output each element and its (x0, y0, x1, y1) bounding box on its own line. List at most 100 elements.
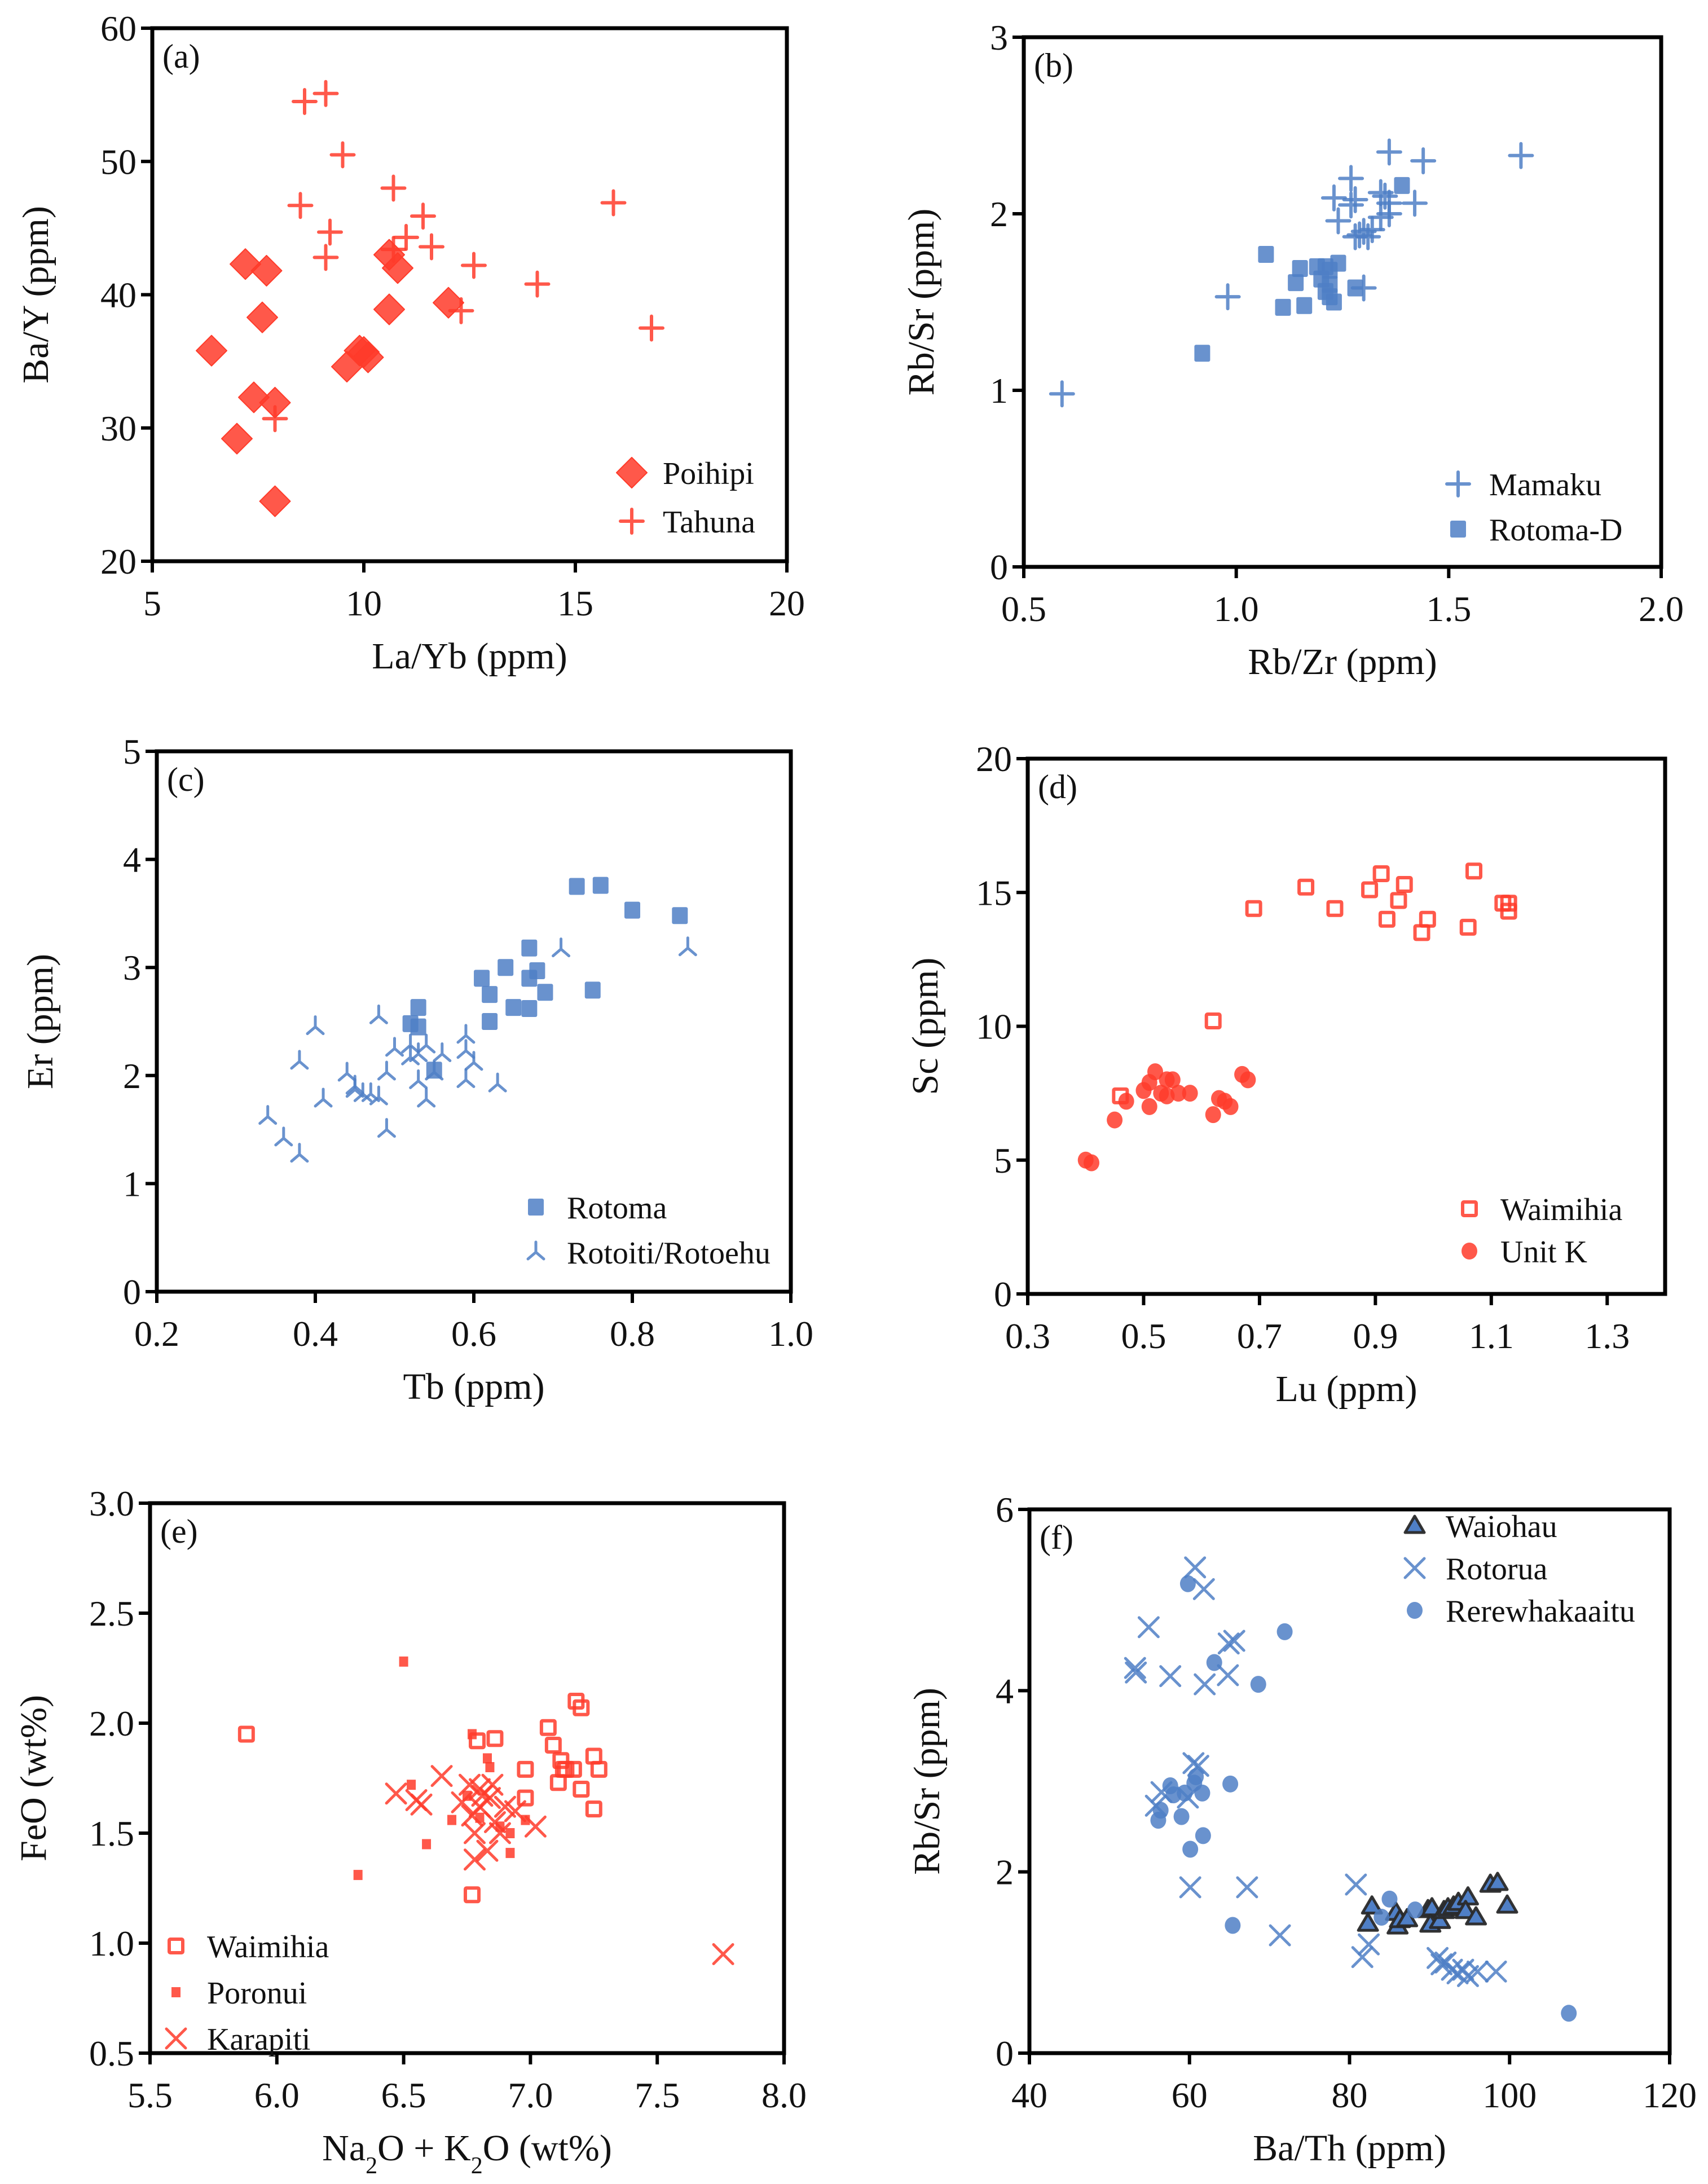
data-point (1225, 1917, 1241, 1934)
data-point (488, 1822, 511, 1844)
data-point (1338, 165, 1364, 192)
data-point (468, 1732, 486, 1750)
x-tick-label: 10 (346, 583, 382, 623)
data-point (1049, 380, 1075, 408)
y-tick-label: 50 (100, 142, 137, 182)
data-point (1137, 1616, 1160, 1639)
data-point (1430, 1953, 1453, 1976)
data-point (290, 1143, 309, 1163)
data-point (221, 422, 253, 455)
data-point (1297, 878, 1315, 896)
legend-marker (619, 508, 645, 535)
panel-label: (b) (1034, 47, 1073, 84)
data-point (1376, 200, 1402, 227)
legend-marker (1445, 470, 1471, 497)
data-point (585, 1800, 602, 1818)
panel-d: 0.3 0.5 0.7 0.9 1.1 1.3 0 5 10 15 20 Lu (ppm) Sc (pp… (905, 739, 1667, 1410)
data-point (1275, 298, 1291, 316)
data-point (1390, 892, 1407, 909)
legend-marker (1403, 1557, 1426, 1579)
y-tick-label: 0 (996, 2033, 1014, 2073)
data-point (417, 1087, 436, 1108)
legend-label: Rotoma-D (1489, 513, 1622, 548)
data-point (410, 1793, 433, 1816)
panel-c: 0.2 0.4 0.6 0.8 1.0 0 1 2 3 4 5 Tb (ppm) Er (ppm) (c)… (20, 732, 813, 1407)
x-tick-label: 1.0 (1214, 589, 1259, 629)
data-point (306, 1015, 325, 1036)
data-point (463, 1886, 481, 1904)
plot-frame (148, 1501, 786, 2055)
y-tick-label: 2 (990, 194, 1008, 234)
data-point (1205, 1106, 1221, 1124)
legend-marker (1450, 521, 1466, 538)
y-tick-label: 30 (100, 408, 137, 448)
data-point (1347, 279, 1363, 297)
y-tick-label: 0 (123, 1272, 141, 1312)
y-tick-label: 15 (976, 873, 1012, 913)
data-point (592, 877, 609, 894)
legend: Mamaku Rotoma-D (1445, 468, 1622, 548)
data-point (456, 1039, 476, 1059)
data-point (1107, 1111, 1123, 1129)
legend: Waiohau Rotorua Rerewhakaaitu (1403, 1509, 1635, 1629)
x-tick-label: 5.5 (127, 2075, 173, 2115)
data-point (1194, 1673, 1216, 1696)
data-point (314, 1087, 333, 1108)
y-tick-label: 3.0 (89, 1483, 134, 1523)
data-point (377, 1060, 396, 1081)
data-point (600, 189, 627, 217)
data-point (317, 218, 343, 246)
data-point (1394, 177, 1410, 194)
plot-frame (1027, 1507, 1672, 2055)
y-axis-title: Rb/Sr (ppm) (906, 1688, 948, 1875)
x-tick-label: 40 (1011, 2075, 1047, 2115)
x-tick-label: 0.8 (610, 1314, 655, 1354)
data-point (250, 254, 283, 287)
legend-label: Waiohau (1446, 1509, 1557, 1544)
data-point (639, 314, 664, 342)
data-point (1292, 260, 1308, 278)
data-point (262, 405, 288, 433)
y-tick-label: 4 (996, 1671, 1014, 1711)
y-tick-label: 10 (976, 1007, 1012, 1047)
y-tick-label: 0.5 (89, 2033, 134, 2073)
data-point (521, 1000, 538, 1018)
data-point (539, 1719, 557, 1736)
data-point (1357, 1912, 1379, 1932)
data-point (482, 986, 498, 1003)
data-point (433, 287, 464, 319)
data-point (1500, 902, 1517, 920)
data-point (1240, 1071, 1256, 1089)
data-point (1084, 1154, 1099, 1172)
legend-marker (165, 2027, 187, 2050)
data-point (1125, 1661, 1147, 1684)
data-point (1410, 147, 1437, 175)
x-tick-label: 7.0 (508, 2075, 553, 2115)
data-point (1182, 1085, 1198, 1102)
data-point (1320, 184, 1347, 212)
x-tick-label: 120 (1643, 2075, 1697, 2115)
y-tick-label: 60 (100, 8, 137, 49)
data-point (246, 301, 278, 333)
y-tick-label: 0 (990, 547, 1008, 587)
x-tick-label: 2.0 (1639, 589, 1684, 629)
data-point (417, 1033, 436, 1054)
legend-label: Tahuna (663, 505, 755, 540)
y-tick-label: 5 (994, 1141, 1012, 1181)
data-point (483, 1811, 506, 1833)
data-point (464, 1051, 483, 1071)
data-point (1194, 345, 1210, 362)
data-point (1170, 1085, 1187, 1102)
data-point (1381, 1890, 1398, 1908)
legend-marker (528, 1199, 544, 1216)
data-point (524, 270, 551, 298)
data-point (463, 1848, 486, 1871)
data-point (1195, 1827, 1211, 1844)
data-point (312, 80, 339, 107)
data-point (369, 1004, 388, 1024)
data-point (422, 1839, 432, 1850)
data-point (451, 1791, 473, 1813)
data-point (1342, 186, 1368, 213)
data-point (1508, 142, 1534, 169)
data-point (196, 334, 227, 367)
